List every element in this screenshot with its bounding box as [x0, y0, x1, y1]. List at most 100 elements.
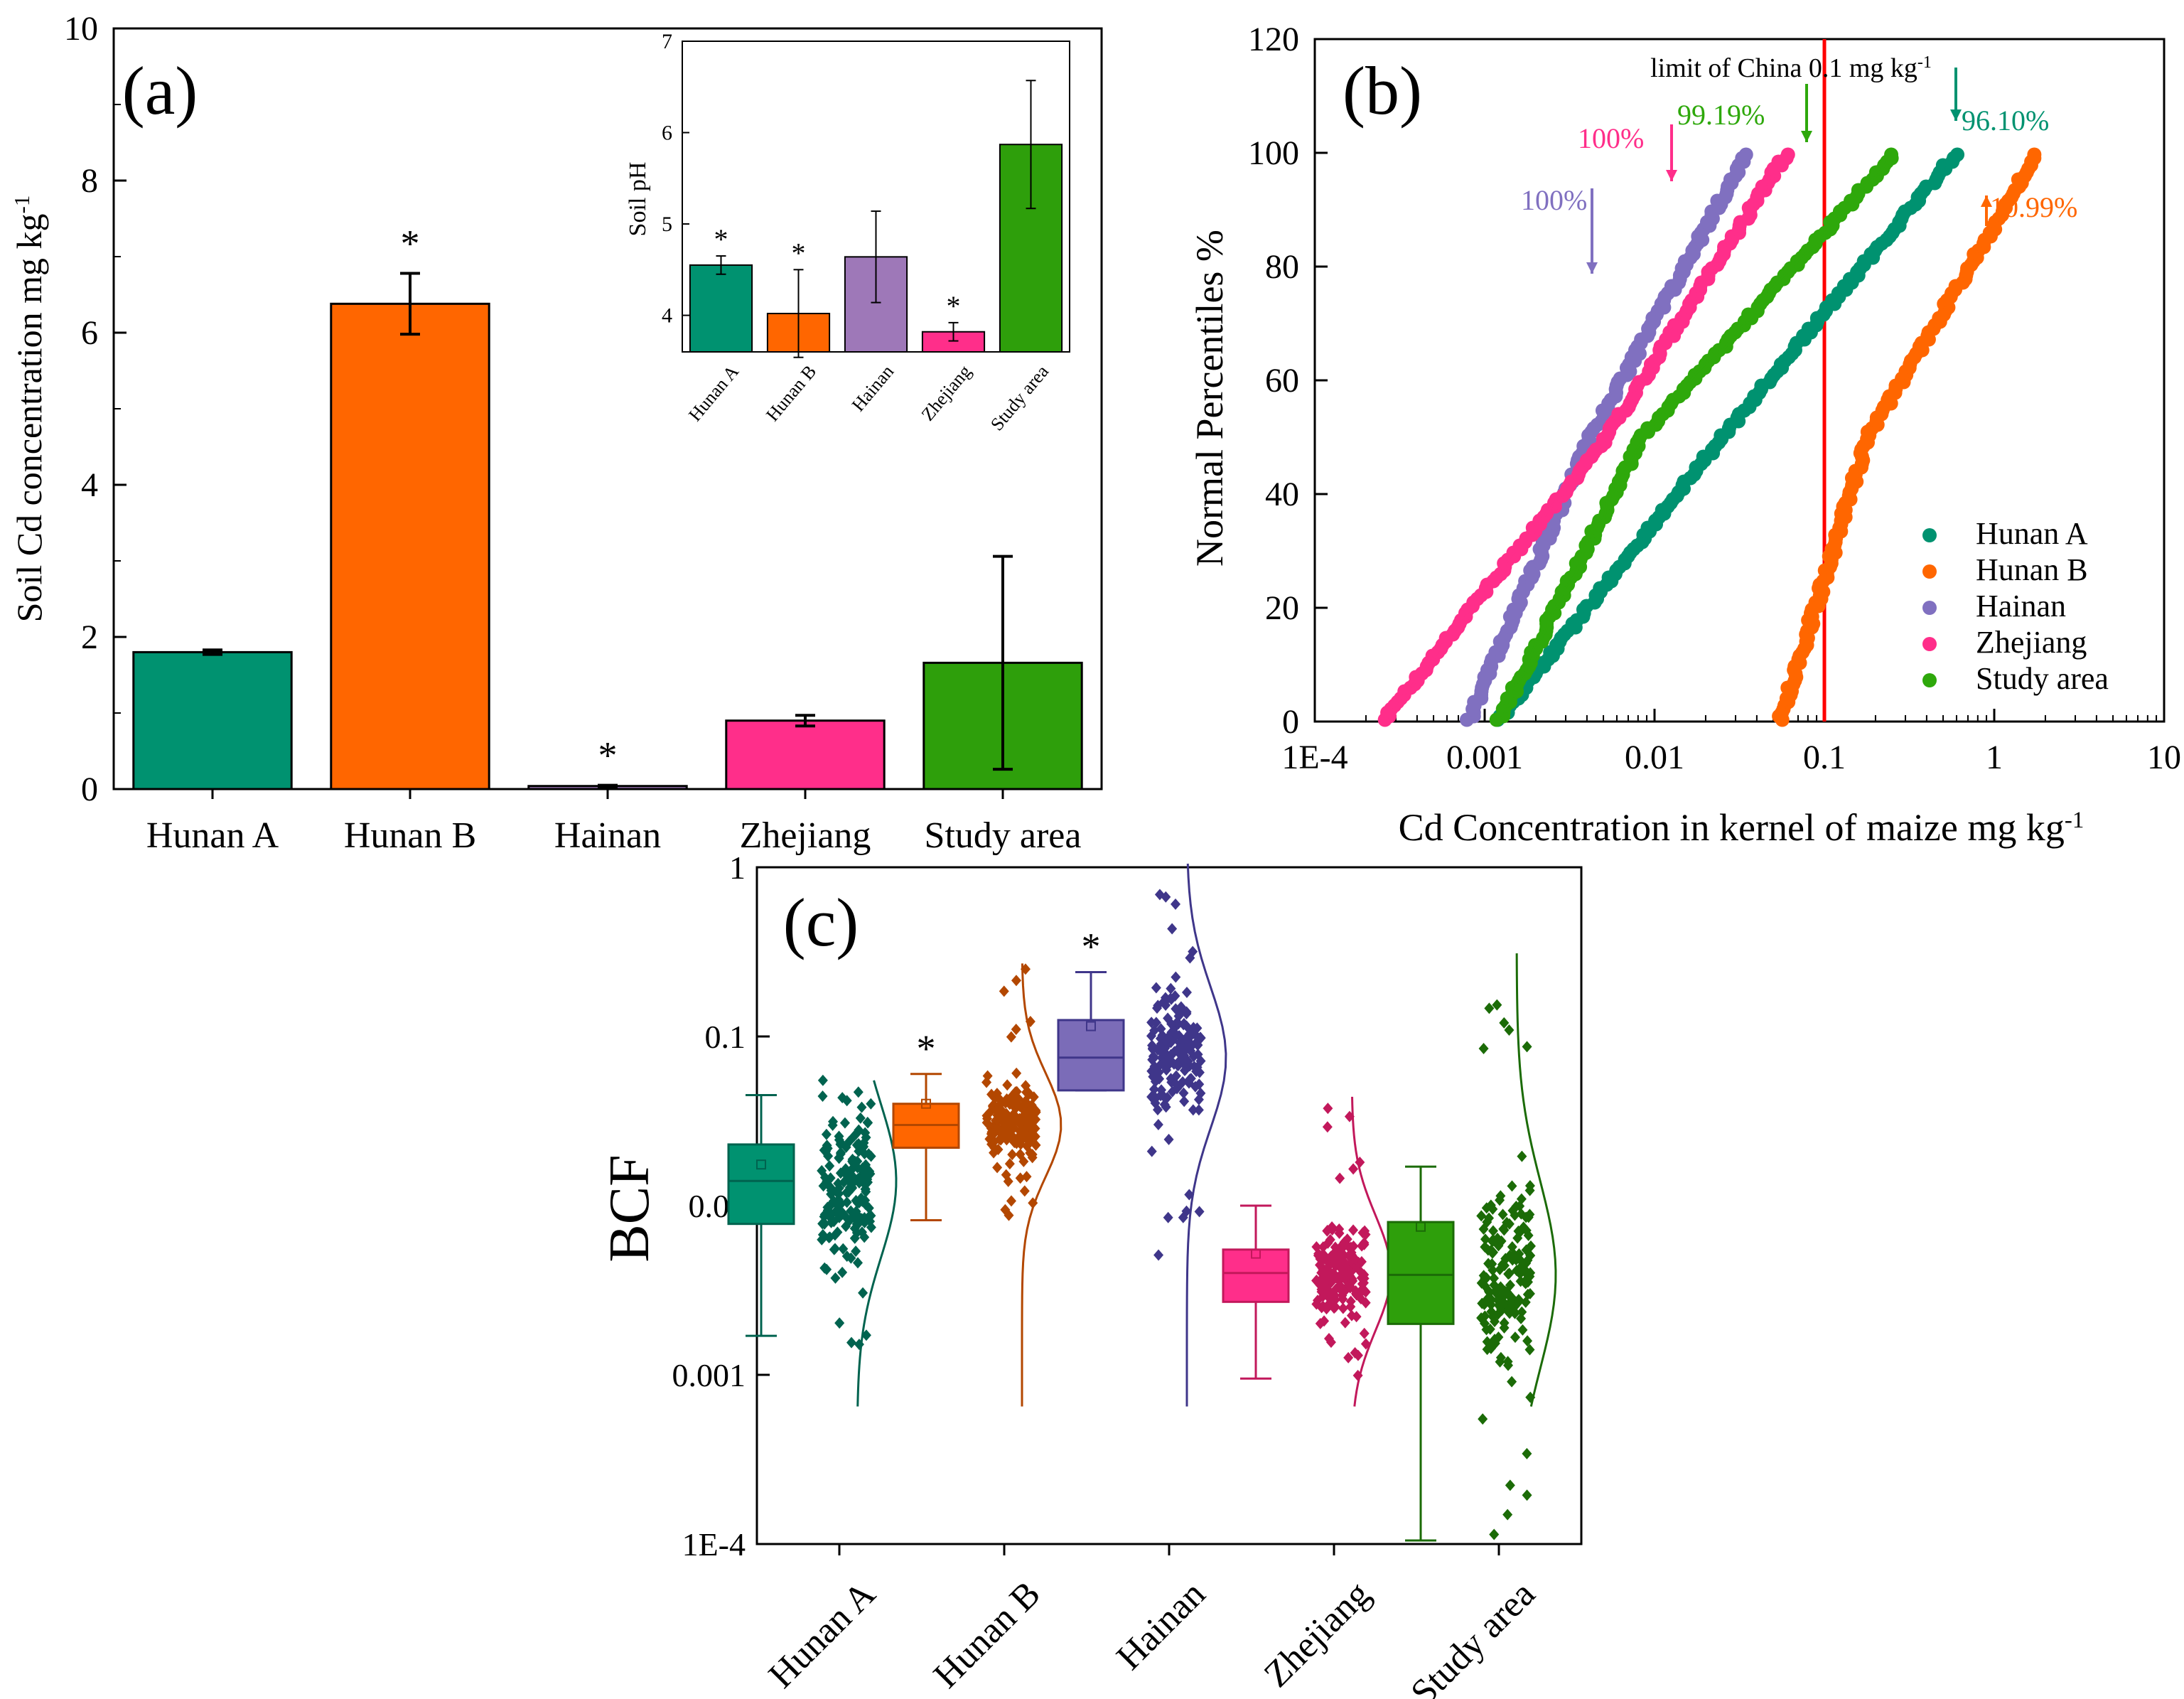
iqr-box	[727, 1143, 795, 1226]
inset-category-label: Study area	[986, 361, 1053, 435]
legend-marker	[1922, 528, 1937, 542]
box-group-hainan: *	[1057, 863, 1227, 1407]
data-point	[1481, 1202, 1492, 1214]
data-point	[1476, 1312, 1487, 1324]
data-point	[1342, 1233, 1352, 1245]
data-point	[1492, 999, 1502, 1011]
data-point	[1481, 1294, 1492, 1306]
data-point	[1350, 1253, 1360, 1265]
data-point	[1485, 1323, 1495, 1335]
panel-a-bar	[725, 719, 886, 790]
panel-a-ytick-label: 2	[81, 618, 98, 656]
panel-c-y-axis-label: BCF	[598, 1154, 661, 1262]
data-point	[1185, 1073, 1195, 1086]
data-point	[856, 1101, 867, 1113]
data-point	[1011, 1086, 1022, 1098]
data-point	[838, 1243, 849, 1255]
data-point	[1151, 982, 1161, 994]
data-point	[839, 1117, 850, 1129]
data-point	[1507, 1241, 1517, 1253]
data-point	[1524, 1271, 1534, 1283]
data-point	[851, 1194, 861, 1206]
data-point	[846, 1336, 857, 1349]
data-point	[1027, 1152, 1038, 1164]
series-zhejiang	[1377, 147, 1795, 727]
data-point	[1152, 1104, 1163, 1116]
panel-a-ytick-label: 0	[81, 771, 98, 808]
data-point	[1340, 1258, 1351, 1270]
data-point	[1018, 1103, 1028, 1115]
percentile-point	[1950, 147, 1965, 162]
data-point	[1166, 992, 1176, 1004]
data-point	[1507, 1180, 1517, 1192]
legend-marker	[1922, 564, 1937, 579]
data-point	[834, 1317, 845, 1329]
inset-bar	[844, 256, 908, 353]
panel-c-ytick-label: 0.1	[705, 1019, 746, 1055]
inset-bar	[689, 264, 753, 353]
legend-label: Study area	[1976, 661, 2109, 696]
series-annotation: 96.10%	[1962, 104, 2049, 136]
panel-a-ytick-label: 4	[81, 466, 98, 504]
data-point	[1171, 898, 1181, 910]
data-point	[1193, 1104, 1204, 1116]
data-point	[1499, 1017, 1510, 1029]
data-point	[1162, 1091, 1173, 1103]
data-point	[1495, 1351, 1506, 1363]
data-point	[1179, 1095, 1190, 1108]
data-point	[1499, 1224, 1510, 1236]
data-point	[1485, 1245, 1496, 1257]
significance-mark: *	[1082, 926, 1101, 968]
data-point	[1359, 1269, 1370, 1281]
data-point	[1482, 1336, 1492, 1348]
data-point	[1000, 1204, 1011, 1216]
data-point	[841, 1095, 852, 1107]
data-point	[1516, 1312, 1527, 1324]
data-point	[1147, 1042, 1158, 1054]
data-point	[1004, 1158, 1015, 1170]
data-point	[1350, 1260, 1361, 1272]
data-point	[1193, 1035, 1203, 1047]
data-point	[824, 1232, 834, 1244]
panel-b-ytick-label: 0	[1282, 703, 1299, 741]
data-point	[1503, 1359, 1514, 1371]
data-point	[1480, 1233, 1490, 1245]
data-point	[1497, 1258, 1508, 1270]
panel-a-significance-mark: *	[401, 223, 420, 265]
data-point	[1011, 975, 1021, 987]
fit-curve	[1497, 161, 1954, 721]
data-point	[1173, 1059, 1183, 1071]
data-point	[846, 1181, 857, 1194]
data-point	[1495, 1281, 1506, 1293]
distribution-curve	[1185, 863, 1227, 1407]
percentile-point	[2027, 147, 2042, 162]
data-point	[1352, 1349, 1363, 1361]
data-point	[841, 1211, 851, 1223]
data-point	[1163, 1211, 1173, 1223]
data-point	[1489, 1272, 1500, 1285]
mean-marker	[921, 1098, 931, 1109]
data-point	[860, 1127, 871, 1139]
series-annotation: 100%	[1578, 122, 1644, 154]
data-point	[851, 1227, 862, 1239]
data-point	[1348, 1163, 1359, 1175]
data-point	[1153, 1118, 1163, 1130]
series-hunan-b	[1772, 147, 2042, 727]
data-point	[1489, 1528, 1500, 1540]
data-point	[830, 1272, 841, 1284]
box-group-zhejiang	[1222, 1096, 1392, 1407]
data-point	[858, 1287, 868, 1299]
distribution-curve	[1515, 953, 1557, 1407]
data-point	[1161, 1035, 1171, 1047]
data-point	[1163, 1133, 1174, 1145]
data-point	[1195, 1055, 1206, 1067]
fit-curve	[1384, 161, 1780, 721]
data-point	[1322, 1121, 1333, 1133]
data-point	[1018, 1155, 1029, 1167]
inset-significance-mark: *	[792, 237, 806, 269]
data-point	[1522, 1489, 1532, 1501]
data-point	[861, 1159, 871, 1171]
data-point	[866, 1210, 876, 1222]
data-point	[1338, 1249, 1349, 1261]
